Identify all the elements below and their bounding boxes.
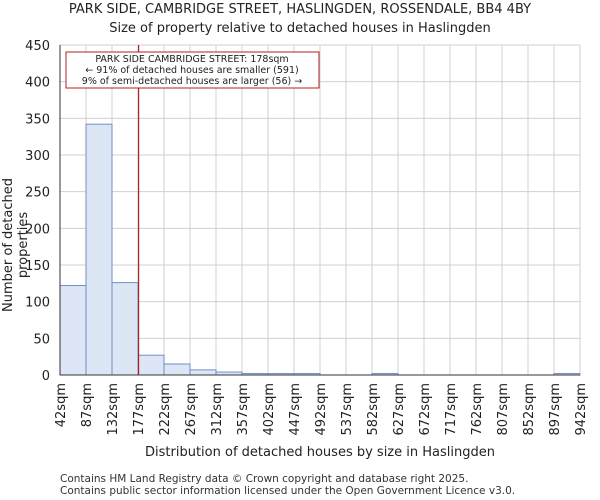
x-tick-label: 537sqm (340, 383, 355, 436)
x-tick-label: 267sqm (184, 383, 199, 436)
x-tick-label: 762sqm (470, 383, 485, 436)
y-tick-label: 400 (25, 76, 50, 91)
y-axis-label: Number of detached properties (1, 178, 31, 312)
histogram-bar (137, 354, 165, 376)
annotation-line3: 9% of semi-detached houses are larger (5… (82, 76, 302, 87)
y-tick-label: 250 (25, 186, 50, 201)
x-tick-label: 357sqm (236, 383, 251, 436)
x-tick-label: 942sqm (574, 383, 589, 436)
x-tick-label: 627sqm (392, 383, 407, 436)
x-tick-label: 402sqm (262, 383, 277, 436)
x-tick-label: 582sqm (366, 383, 381, 436)
x-tick-label: 897sqm (548, 383, 563, 436)
y-tick-label: 0 (42, 369, 50, 384)
x-tick-label: 312sqm (210, 383, 225, 436)
x-tick-label: 807sqm (496, 383, 511, 436)
x-tick-label: 447sqm (288, 383, 303, 436)
x-tick-label: 672sqm (418, 383, 433, 436)
y-tick-label: 450 (25, 39, 50, 54)
chart-title: PARK SIDE, CAMBRIDGE STREET, HASLINGDEN,… (68, 2, 532, 17)
x-tick-label: 852sqm (522, 383, 537, 436)
x-tick-label: 132sqm (106, 383, 121, 436)
histogram-bar (163, 363, 191, 376)
annotation-box (65, 51, 320, 89)
x-tick-label: 492sqm (314, 383, 329, 436)
y-tick-label: 300 (25, 149, 50, 164)
x-tick-label: 222sqm (158, 383, 173, 436)
histogram-bar (111, 282, 139, 376)
x-tick-label: 87sqm (80, 383, 95, 427)
chart-subtitle: Size of property relative to detached ho… (109, 21, 491, 36)
histogram-bar (85, 123, 113, 376)
x-axis-label: Distribution of detached houses by size … (145, 445, 495, 460)
y-tick-label: 100 (25, 296, 50, 311)
footer-line-2: Contains public sector information licen… (60, 485, 516, 497)
x-tick-label: 42sqm (54, 383, 69, 427)
y-tick-label: 350 (25, 112, 50, 127)
y-tick-label: 200 (25, 222, 50, 237)
histogram-bar (189, 369, 217, 376)
x-tick-label: 717sqm (444, 383, 459, 436)
histogram-bar (59, 285, 87, 376)
y-tick-label: 50 (33, 332, 50, 347)
annotation-line1: PARK SIDE CAMBRIDGE STREET: 178sqm (95, 54, 288, 65)
x-tick-label: 177sqm (132, 383, 147, 436)
annotation-line2: ← 91% of detached houses are smaller (59… (85, 65, 298, 76)
y-tick-label: 150 (25, 259, 50, 274)
footer-line-1: Contains HM Land Registry data © Crown c… (60, 473, 469, 485)
